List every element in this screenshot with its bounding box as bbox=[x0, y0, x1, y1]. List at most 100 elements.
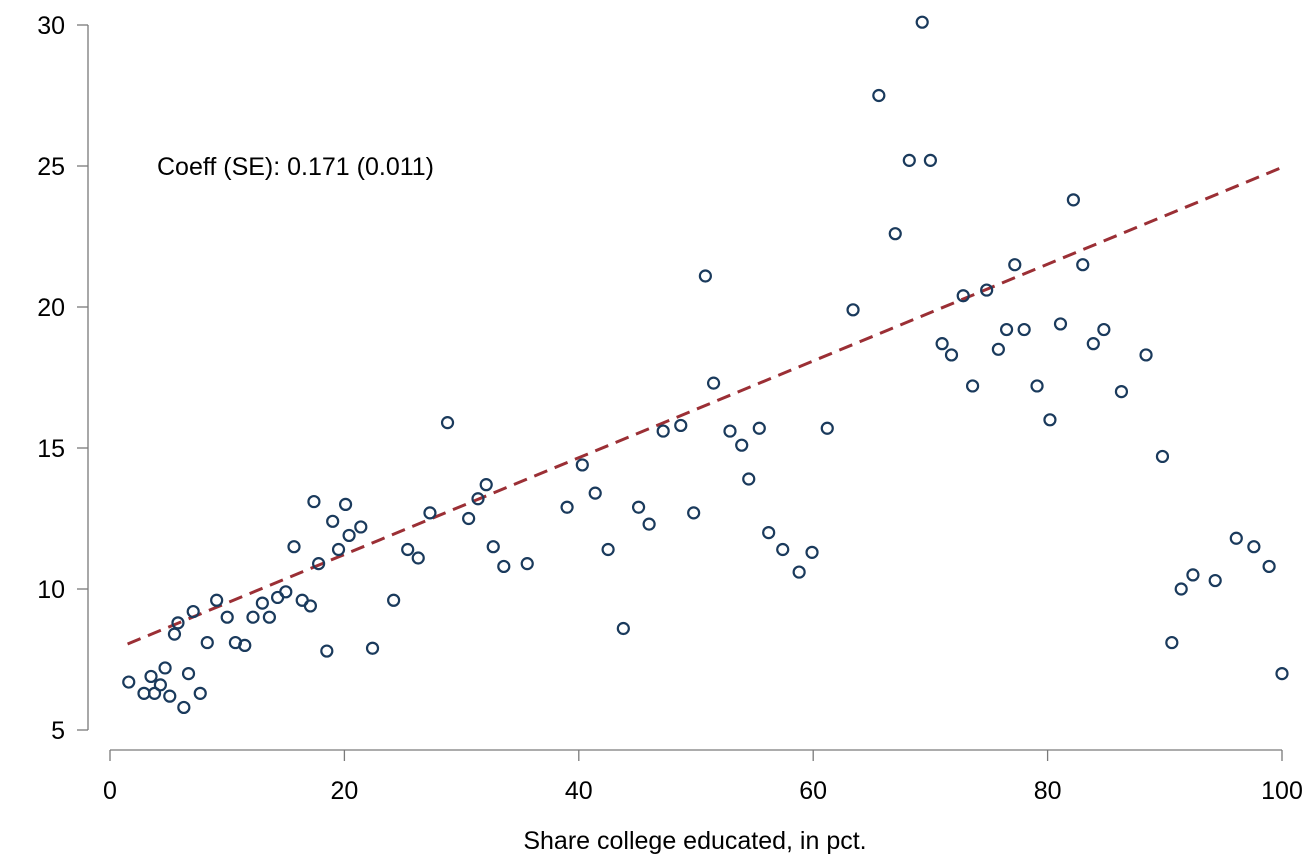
scatter-point bbox=[735, 438, 749, 452]
scatter-point bbox=[888, 227, 902, 241]
scatter-point bbox=[923, 153, 938, 167]
scatter-point bbox=[776, 542, 790, 557]
scatter-point bbox=[440, 416, 455, 430]
scatter-point bbox=[177, 700, 191, 715]
scatter-point bbox=[193, 686, 207, 700]
scatter-point bbox=[742, 472, 756, 486]
scatter-point bbox=[354, 520, 368, 534]
scatter-point bbox=[238, 638, 252, 653]
scatter-point bbox=[331, 542, 346, 557]
scatter-point bbox=[1017, 322, 1031, 337]
scatter-point bbox=[1262, 559, 1276, 574]
scatter-point bbox=[520, 557, 534, 571]
y-tick-label: 30 bbox=[37, 12, 65, 40]
y-tick-label: 15 bbox=[37, 435, 65, 463]
scatter-point bbox=[965, 379, 980, 393]
scatter-point bbox=[915, 15, 929, 29]
axes: 5 10 15 20 25 30 0 20 40 60 80 100 bbox=[37, 12, 1303, 805]
scatter-point bbox=[1174, 582, 1188, 596]
scatter-point bbox=[1247, 540, 1261, 554]
x-tick-label: 20 bbox=[330, 777, 358, 805]
scatter-point bbox=[1208, 573, 1222, 588]
scatter-point bbox=[246, 610, 260, 624]
scatter-point bbox=[1053, 317, 1068, 331]
scatter-point bbox=[1165, 635, 1179, 650]
scatter-point bbox=[846, 303, 860, 317]
scatter-point bbox=[312, 557, 326, 571]
scatter-point bbox=[1139, 348, 1153, 362]
scatter-point bbox=[1008, 258, 1022, 272]
scatter-point bbox=[601, 542, 615, 557]
y-tick-label: 20 bbox=[37, 294, 65, 322]
scatter-point bbox=[1229, 531, 1243, 545]
scatter-point bbox=[122, 675, 136, 689]
scatter-point bbox=[698, 269, 712, 283]
y-tick-label: 25 bbox=[37, 153, 65, 181]
y-tick-label: 10 bbox=[37, 576, 65, 604]
scatter-point bbox=[287, 540, 301, 554]
scatter-point bbox=[423, 506, 437, 520]
x-tick-label: 80 bbox=[1034, 777, 1062, 805]
scatter-point bbox=[210, 593, 224, 607]
scatter-point bbox=[944, 348, 959, 362]
scatter-point bbox=[956, 289, 970, 303]
scatter-point bbox=[1275, 666, 1289, 681]
scatter-point bbox=[158, 661, 172, 675]
scatter-point bbox=[171, 616, 185, 630]
scatter-point bbox=[186, 604, 200, 619]
scatter-point bbox=[387, 593, 401, 607]
fit-line bbox=[127, 166, 1283, 646]
scatter-point bbox=[588, 486, 602, 500]
scatter-point bbox=[991, 342, 1005, 356]
scatter-point bbox=[279, 585, 293, 599]
scatter-point bbox=[471, 492, 485, 506]
y-tick-label: 5 bbox=[51, 717, 65, 745]
scatter-point bbox=[401, 542, 415, 557]
scatter-point bbox=[255, 596, 269, 610]
scatter-point bbox=[642, 517, 656, 531]
scatter-point bbox=[805, 545, 819, 559]
scatter-point bbox=[762, 525, 776, 540]
scatter-point bbox=[872, 88, 886, 103]
scatter-point bbox=[999, 322, 1014, 337]
scatter-point bbox=[144, 669, 158, 684]
scatter-point bbox=[181, 666, 196, 681]
x-tick-label: 100 bbox=[1261, 777, 1303, 805]
scatter-point bbox=[1030, 379, 1044, 393]
scatter-point bbox=[575, 458, 589, 472]
scatter-point bbox=[1086, 337, 1100, 351]
scatter-point bbox=[262, 610, 276, 624]
scatter-point bbox=[1066, 193, 1080, 207]
scatter-point bbox=[1076, 258, 1090, 272]
scatter-point bbox=[220, 610, 234, 624]
scatter-point bbox=[902, 153, 916, 167]
scatter-point bbox=[674, 418, 688, 433]
scatter-point bbox=[137, 686, 151, 700]
scatter-point bbox=[752, 421, 766, 435]
scatter-point bbox=[200, 635, 214, 650]
scatter-point bbox=[303, 599, 318, 613]
scatter-point bbox=[723, 424, 737, 438]
scatter-point bbox=[307, 494, 321, 509]
scatter-point bbox=[656, 424, 670, 438]
scatter-point bbox=[320, 644, 334, 658]
scatter-point bbox=[1155, 449, 1170, 464]
scatter-point bbox=[486, 540, 500, 554]
scatter-point bbox=[820, 421, 834, 435]
scatter-point bbox=[687, 506, 701, 520]
scatter-point bbox=[706, 376, 721, 390]
coefficient-annotation: Coeff (SE): 0.171 (0.011) bbox=[157, 153, 434, 181]
scatter-point bbox=[338, 497, 353, 511]
scatter-point bbox=[792, 565, 806, 579]
scatter-point bbox=[1043, 413, 1057, 427]
x-ticks: 0 20 40 60 80 100 bbox=[103, 750, 1303, 805]
scatter-point bbox=[616, 621, 630, 636]
x-axis-title: Share college educated, in pct. bbox=[523, 827, 866, 855]
scatter-point bbox=[980, 283, 994, 297]
x-tick-label: 40 bbox=[565, 777, 593, 805]
scatter-point bbox=[1186, 568, 1200, 582]
x-tick-label: 60 bbox=[799, 777, 827, 805]
scatter-point bbox=[631, 500, 646, 514]
scatter-point bbox=[326, 514, 340, 528]
